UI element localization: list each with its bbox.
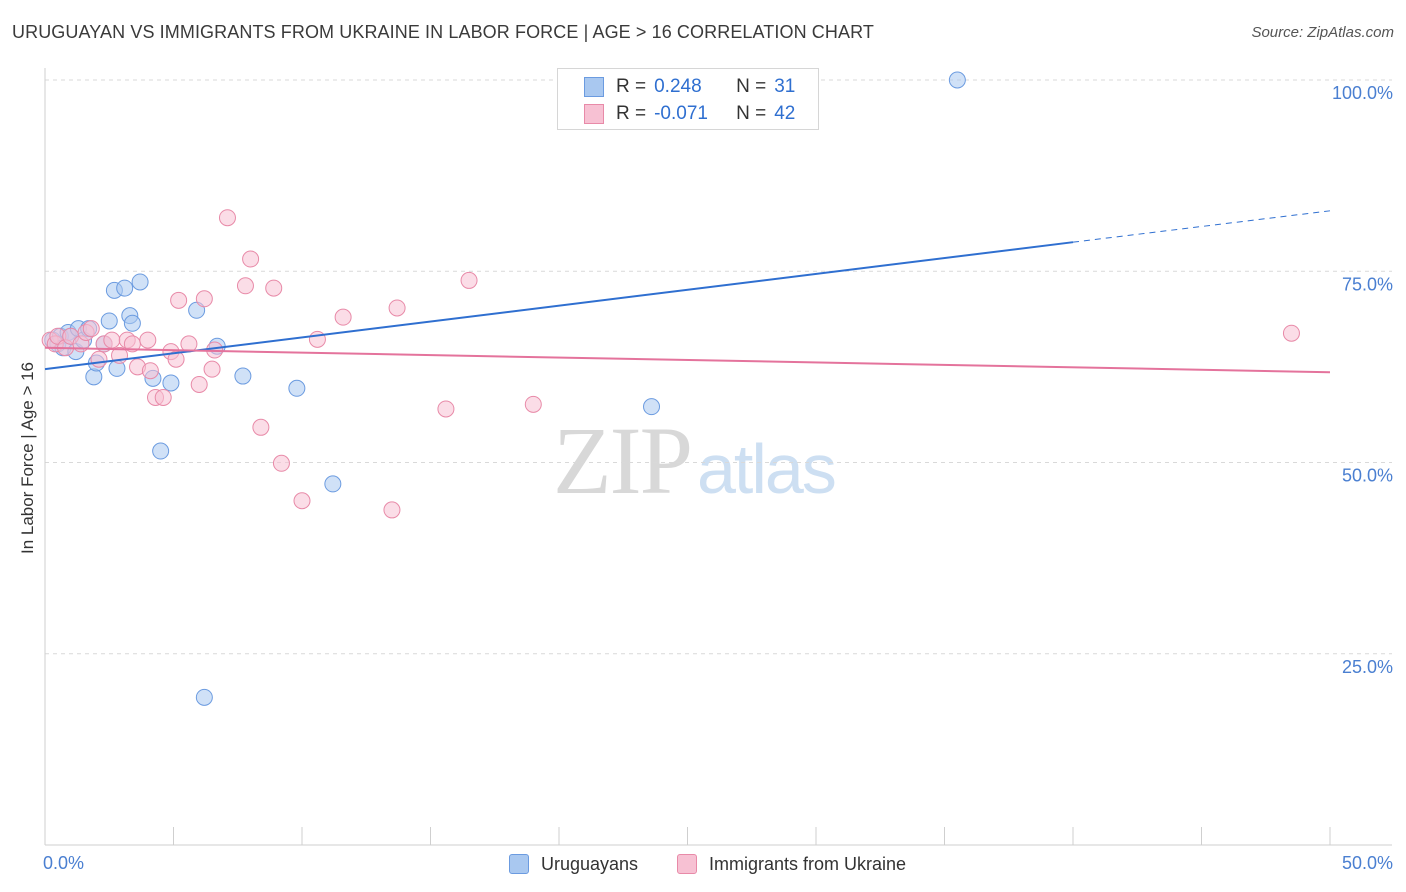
legend-n-label: N = xyxy=(736,76,767,97)
legend-swatch-ukraine xyxy=(584,104,604,124)
uruguayan-point xyxy=(162,374,180,392)
ukraine-point xyxy=(308,330,326,348)
ukraine-trend-line xyxy=(44,346,1331,374)
uruguayan-point xyxy=(234,367,252,385)
watermark: ZIPatlas xyxy=(553,405,837,516)
ukraine-point xyxy=(383,501,401,519)
uruguayan-point xyxy=(152,442,170,460)
ukraine-point xyxy=(1282,324,1300,342)
ukraine-point xyxy=(139,331,157,349)
legend-r-label: R = xyxy=(616,76,647,97)
legend-r-label: R = xyxy=(616,103,647,124)
ukraine-point xyxy=(272,454,290,472)
legend-n-label: N = xyxy=(736,103,767,124)
ukraine-point xyxy=(170,291,188,309)
ukraine-point xyxy=(236,277,254,295)
ukraine-point xyxy=(437,400,455,418)
ukraine-point xyxy=(265,279,283,297)
uruguayan-trend-line xyxy=(44,241,1074,371)
ukraine-point xyxy=(154,388,172,406)
y-tick-label: 25.0% xyxy=(1342,657,1393,677)
uruguayan-point xyxy=(288,379,306,397)
ukraine-point xyxy=(252,418,270,436)
uruguayan-point xyxy=(643,398,661,416)
ukraine-point xyxy=(524,395,542,413)
legend-r-value: 0.248 xyxy=(654,76,702,97)
x-tick-label: 50.0% xyxy=(1342,853,1393,873)
uruguayan-point xyxy=(195,688,213,706)
uruguayan-point xyxy=(123,314,141,332)
bottom-legend-swatch-uruguayans xyxy=(509,854,529,874)
legend-row-ukraine: R = -0.071 N = 42 xyxy=(584,102,795,126)
legend-r-value: -0.071 xyxy=(654,103,708,124)
ukraine-point xyxy=(203,360,221,378)
uruguayan-point xyxy=(116,279,134,297)
source-label: Source: ZipAtlas.com xyxy=(1251,24,1394,41)
legend-n-value: 31 xyxy=(774,76,796,97)
bottom-legend-uruguayans: Uruguayans xyxy=(509,851,638,877)
y-tick-label: 75.0% xyxy=(1342,274,1393,294)
ukraine-point xyxy=(141,362,159,380)
legend-n-value: 42 xyxy=(774,103,796,124)
ukraine-point xyxy=(82,320,100,338)
ukraine-point xyxy=(334,308,352,326)
uruguayan-trend-extension xyxy=(1072,210,1331,243)
watermark-zip: ZIP xyxy=(553,407,693,514)
bottom-legend-ukraine: Immigrants from Ukraine xyxy=(677,851,906,877)
ukraine-point xyxy=(195,290,213,308)
bottom-legend-label: Immigrants from Ukraine xyxy=(709,853,907,874)
ukraine-point xyxy=(242,250,260,268)
ukraine-point xyxy=(460,271,478,289)
ukraine-point xyxy=(90,350,108,368)
uruguayan-point xyxy=(948,71,966,89)
bottom-legend-label: Uruguayans xyxy=(541,853,639,874)
y-tick-label: 100.0% xyxy=(1332,83,1393,103)
y-tick-label: 50.0% xyxy=(1342,466,1393,486)
x-tick-label: 0.0% xyxy=(43,853,84,873)
uruguayan-point xyxy=(85,368,103,386)
ukraine-point xyxy=(190,375,208,393)
ukraine-point xyxy=(388,299,406,317)
chart-title: URUGUAYAN VS IMMIGRANTS FROM UKRAINE IN … xyxy=(12,22,874,42)
uruguayan-point xyxy=(131,273,149,291)
ukraine-point xyxy=(218,209,236,227)
uruguayan-point xyxy=(100,312,118,330)
uruguayan-point xyxy=(324,475,342,493)
ukraine-point xyxy=(103,331,121,349)
ukraine-point xyxy=(293,492,311,510)
legend-swatch-uruguayans xyxy=(584,77,604,97)
correlation-legend: R = 0.248 N = 31 R = -0.071 N = 42 xyxy=(557,68,819,130)
y-axis-label: In Labor Force | Age > 16 xyxy=(18,361,37,555)
legend-row-uruguayans: R = 0.248 N = 31 xyxy=(584,75,795,99)
watermark-atlas: atlas xyxy=(697,430,837,508)
bottom-legend-swatch-ukraine xyxy=(677,854,697,874)
